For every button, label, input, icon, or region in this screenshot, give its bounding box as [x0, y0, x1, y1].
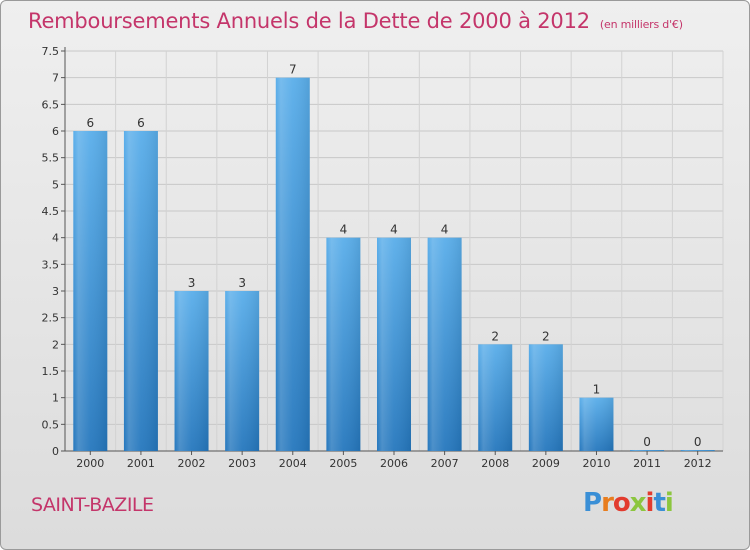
- labels: 00.511.522.533.544.555.566.577.520006200…: [42, 45, 712, 470]
- y-tick-label: 4.5: [42, 205, 60, 218]
- brand-letter: t: [653, 488, 665, 518]
- bar-shine: [579, 397, 614, 451]
- y-tick-label: 0.5: [42, 418, 60, 431]
- bar-shine: [73, 131, 108, 451]
- y-tick-label: 5.5: [42, 152, 60, 165]
- brand-logo: Proxiti: [583, 488, 674, 518]
- data-label: 2: [491, 329, 499, 343]
- x-tick-label: 2011: [633, 457, 661, 470]
- x-tick-label: 2012: [684, 457, 712, 470]
- bar-shine: [123, 131, 158, 451]
- x-tick-label: 2003: [228, 457, 256, 470]
- x-tick-label: 2010: [582, 457, 610, 470]
- y-tick-label: 3: [52, 285, 59, 298]
- data-label: 7: [289, 63, 297, 77]
- y-tick-label: 4: [52, 232, 59, 245]
- data-label: 4: [340, 223, 348, 237]
- bar-shine: [528, 344, 563, 451]
- bar-shine: [680, 450, 715, 451]
- bar-group: [427, 237, 462, 451]
- y-tick-label: 7.5: [42, 45, 60, 58]
- bar-group: [326, 237, 361, 451]
- bar-group: [478, 344, 513, 451]
- bar-group: [377, 237, 411, 451]
- bar-shine: [225, 291, 260, 451]
- x-tick-label: 2009: [532, 457, 560, 470]
- bar-group: [174, 291, 209, 451]
- brand-letter: P: [583, 488, 602, 518]
- y-tick-label: 3.5: [42, 258, 60, 271]
- data-label: 4: [390, 223, 398, 237]
- commune-name: SAINT-BAZILE: [31, 494, 154, 516]
- data-label: 3: [188, 276, 196, 290]
- brand-letter: i: [645, 488, 655, 518]
- x-tick-label: 2008: [481, 457, 509, 470]
- bar-group: [123, 131, 158, 451]
- bar-group: [630, 450, 665, 451]
- y-tick-label: 1: [52, 392, 59, 405]
- data-label: 1: [593, 383, 601, 397]
- bar-shine: [174, 291, 209, 451]
- bar-shine: [377, 237, 411, 451]
- unit-label: (en milliers d'€): [599, 18, 683, 31]
- bar-group: [579, 397, 614, 451]
- data-label: 0: [643, 435, 651, 449]
- bars: [73, 77, 715, 452]
- x-tick-label: 2002: [178, 457, 206, 470]
- y-tick-label: 0: [52, 445, 59, 458]
- bar-shine: [326, 237, 361, 451]
- brand-letter: o: [612, 488, 631, 518]
- bar-group: [680, 450, 715, 451]
- brand-letter: i: [664, 488, 674, 518]
- data-label: 4: [441, 223, 449, 237]
- x-tick-label: 2001: [127, 457, 155, 470]
- chart-title: Remboursements Annuels de la Dette de 20…: [28, 9, 683, 33]
- bar-group: [225, 291, 260, 451]
- y-tick-label: 2: [52, 338, 59, 351]
- bar-shine: [427, 237, 462, 451]
- x-tick-label: 2004: [279, 457, 307, 470]
- x-tick-label: 2005: [329, 457, 357, 470]
- y-tick-label: 7: [52, 72, 59, 85]
- data-label: 3: [238, 276, 246, 290]
- y-tick-label: 5: [52, 178, 59, 191]
- y-tick-label: 1.5: [42, 365, 60, 378]
- bar-shine: [630, 450, 665, 451]
- y-tick-label: 6.5: [42, 98, 60, 111]
- brand-letter: r: [601, 488, 614, 518]
- y-tick-label: 2.5: [42, 312, 60, 325]
- brand-letter: x: [629, 488, 647, 518]
- data-label: 6: [137, 116, 145, 130]
- x-tick-label: 2006: [380, 457, 408, 470]
- bar-shine: [275, 77, 310, 452]
- y-tick-label: 6: [52, 125, 59, 138]
- x-tick-label: 2000: [76, 457, 104, 470]
- title-text: Remboursements Annuels de la Dette de 20…: [28, 9, 590, 33]
- data-label: 2: [542, 329, 550, 343]
- bar-shine: [478, 344, 513, 451]
- bar-group: [73, 131, 108, 451]
- data-label: 6: [86, 116, 94, 130]
- data-label: 0: [694, 435, 702, 449]
- bar-group: [528, 344, 563, 451]
- bar-group: [275, 77, 310, 452]
- x-tick-label: 2007: [431, 457, 459, 470]
